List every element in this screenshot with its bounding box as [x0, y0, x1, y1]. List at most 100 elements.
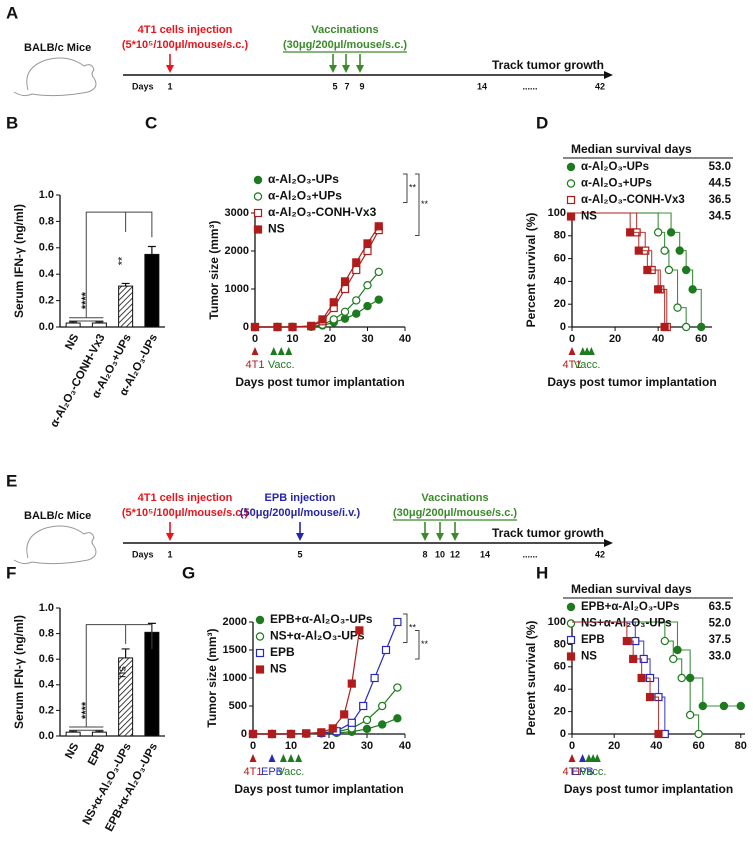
subject: BALB/c Mice: [24, 510, 91, 522]
y-tick-label: 1000: [225, 283, 249, 295]
marker: [719, 701, 729, 711]
marker: [352, 258, 361, 267]
y-tick-label: 0.4: [39, 268, 55, 280]
marker: [267, 729, 277, 739]
legend-marker: [566, 212, 576, 221]
y-tick-label: 100: [548, 616, 566, 628]
median-label: 36.5: [709, 194, 732, 206]
error-bar: [121, 282, 130, 287]
panel-label: B: [6, 113, 18, 132]
mouse-icon: [13, 57, 97, 97]
y-tick-label: 0: [560, 321, 566, 333]
event-marker: [579, 754, 587, 762]
bar: [91, 731, 107, 737]
marker: [654, 285, 663, 294]
event-marker: [249, 754, 257, 762]
marker: [318, 315, 327, 324]
legend-label: α-Al₂O₃-CONH-Vx3: [268, 205, 377, 219]
marker: [370, 673, 379, 683]
survival-step: [668, 269, 679, 308]
legend-label: NS+α-Al₂O₃-UPs: [270, 629, 365, 643]
marker: [352, 309, 361, 318]
x-tick-label: 30: [361, 333, 373, 345]
significance: **: [421, 639, 429, 649]
category-label: NS: [63, 332, 81, 352]
y-tick-label: 0.4: [39, 679, 55, 691]
event-label: Vacc.: [580, 766, 607, 778]
day-label: 10: [435, 549, 445, 559]
legend-marker: [253, 225, 263, 234]
marker: [340, 710, 349, 719]
survival-step: [677, 649, 691, 678]
marker: [363, 239, 372, 248]
bracket: [69, 211, 153, 319]
series-line: [255, 225, 380, 328]
day-label: 9: [359, 81, 364, 91]
day-label: ......: [522, 81, 537, 91]
marker: [248, 729, 258, 739]
event-label: Vacc.: [278, 766, 305, 778]
event-arrowhead: [342, 65, 350, 73]
event-arrowhead: [356, 65, 364, 73]
x-tick-label: 40: [650, 740, 662, 752]
significance: **: [421, 199, 429, 209]
x-tick-label: 20: [324, 333, 336, 345]
marker: [381, 645, 391, 655]
event-arrowhead: [296, 533, 304, 541]
day-label: 8: [422, 549, 427, 559]
y-tick-label: 1500: [223, 644, 247, 656]
marker: [643, 265, 652, 275]
marker: [660, 636, 670, 646]
series-line: [253, 687, 398, 735]
legend-title: Median survival days: [571, 582, 692, 596]
event-marker: [251, 347, 259, 355]
event-marker: [270, 347, 278, 355]
legend-marker: [255, 632, 265, 641]
marker: [362, 724, 372, 734]
marker: [307, 321, 316, 330]
legend-label: EPB: [581, 634, 605, 646]
marker: [363, 246, 372, 256]
x-tick-label: 20: [323, 740, 335, 752]
significance: **: [409, 623, 417, 633]
legend-label: EPB+α-Al₂O₃-UPs: [270, 612, 373, 626]
event-marker: [285, 347, 293, 355]
marker: [622, 636, 631, 646]
legend-label: α-Al₂O₃-UPs: [268, 172, 339, 186]
x-tick-label: 0: [252, 333, 258, 345]
day-label: 42: [595, 549, 605, 559]
marker: [393, 714, 402, 723]
legend-marker: [566, 602, 576, 612]
legend-marker: [566, 652, 576, 661]
x-axis-label: Days post tumor implantation: [564, 782, 733, 796]
x-tick-label: 10: [285, 740, 297, 752]
marker: [660, 246, 669, 255]
bar: [144, 253, 160, 328]
bar: [65, 731, 81, 737]
event-label: Vacc.: [268, 359, 295, 371]
survival-step: [681, 677, 691, 715]
y-tick-label: 0.8: [39, 215, 54, 227]
marker: [669, 654, 678, 664]
marker: [340, 277, 350, 286]
error-bar: [121, 648, 130, 658]
event-arrowhead: [166, 533, 174, 541]
subject: BALB/c Mice: [24, 42, 91, 54]
x-tick-label: 0: [569, 333, 575, 345]
day-label: 14: [477, 81, 487, 91]
marker: [664, 265, 674, 275]
y-tick-label: 3000: [225, 207, 249, 219]
y-tick-label: 60: [554, 253, 566, 265]
event-arrowhead: [451, 533, 459, 541]
event-label: EPB: [261, 766, 283, 778]
event-marker: [268, 754, 276, 762]
panel-label: F: [6, 563, 16, 582]
event-arrowhead: [421, 533, 429, 541]
event-marker: [295, 754, 303, 762]
legend-label: EPB: [270, 645, 295, 659]
marker: [637, 673, 646, 683]
survival-step: [690, 677, 704, 706]
median-label: 34.5: [709, 211, 732, 223]
marker: [378, 720, 387, 729]
panel-label: E: [6, 471, 17, 490]
